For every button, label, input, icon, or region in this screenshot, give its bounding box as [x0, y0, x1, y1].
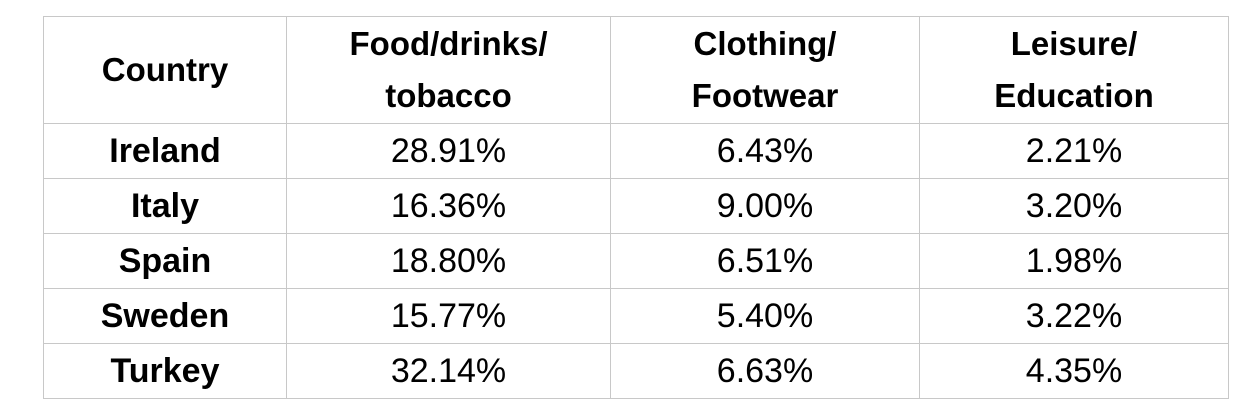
clothing-value-cell: 6.43%: [610, 123, 920, 179]
table-row: Italy 16.36% 9.00% 3.20%: [43, 178, 1229, 234]
header-clothing-line-1: Clothing/: [693, 25, 837, 62]
header-leisure-line-2: Education: [994, 77, 1154, 114]
header-food-line-2: tobacco: [385, 77, 512, 114]
leisure-value-cell: 1.98%: [919, 233, 1229, 289]
clothing-value-cell: 9.00%: [610, 178, 920, 234]
header-clothing-line-2: Footwear: [691, 77, 839, 114]
table-row: Sweden 15.77% 5.40% 3.22%: [43, 288, 1229, 344]
country-cell: Ireland: [43, 123, 287, 179]
country-cell: Turkey: [43, 343, 287, 399]
header-cell-clothing: Clothing/ Footwear: [610, 16, 920, 124]
food-value-cell: 28.91%: [286, 123, 611, 179]
country-cell: Sweden: [43, 288, 287, 344]
clothing-value-cell: 5.40%: [610, 288, 920, 344]
food-value-cell: 16.36%: [286, 178, 611, 234]
header-row: Country Food/drinks/ tobacco Clothing/ F…: [43, 16, 1229, 124]
leisure-value-cell: 3.20%: [919, 178, 1229, 234]
clothing-value-cell: 6.51%: [610, 233, 920, 289]
clothing-value-cell: 6.63%: [610, 343, 920, 399]
header-country-line-1: Country: [101, 51, 229, 88]
header-food-line-1: Food/drinks/: [349, 25, 548, 62]
table-row: Turkey 32.14% 6.63% 4.35%: [43, 343, 1229, 399]
header-cell-food: Food/drinks/ tobacco: [286, 16, 611, 124]
leisure-value-cell: 4.35%: [919, 343, 1229, 399]
header-leisure-line-1: Leisure/: [1010, 25, 1138, 62]
table-header: Country Food/drinks/ tobacco Clothing/ F…: [43, 16, 1229, 124]
country-cell: Italy: [43, 178, 287, 234]
spending-table-container: Country Food/drinks/ tobacco Clothing/ F…: [43, 16, 1229, 399]
table-row: Ireland 28.91% 6.43% 2.21%: [43, 123, 1229, 179]
header-cell-leisure: Leisure/ Education: [919, 16, 1229, 124]
leisure-value-cell: 2.21%: [919, 123, 1229, 179]
food-value-cell: 15.77%: [286, 288, 611, 344]
leisure-value-cell: 3.22%: [919, 288, 1229, 344]
table-body: Ireland 28.91% 6.43% 2.21% Italy 16.36% …: [43, 123, 1229, 399]
header-cell-country: Country: [43, 16, 287, 124]
spending-table: Country Food/drinks/ tobacco Clothing/ F…: [43, 16, 1229, 399]
food-value-cell: 32.14%: [286, 343, 611, 399]
table-row: Spain 18.80% 6.51% 1.98%: [43, 233, 1229, 289]
food-value-cell: 18.80%: [286, 233, 611, 289]
country-cell: Spain: [43, 233, 287, 289]
